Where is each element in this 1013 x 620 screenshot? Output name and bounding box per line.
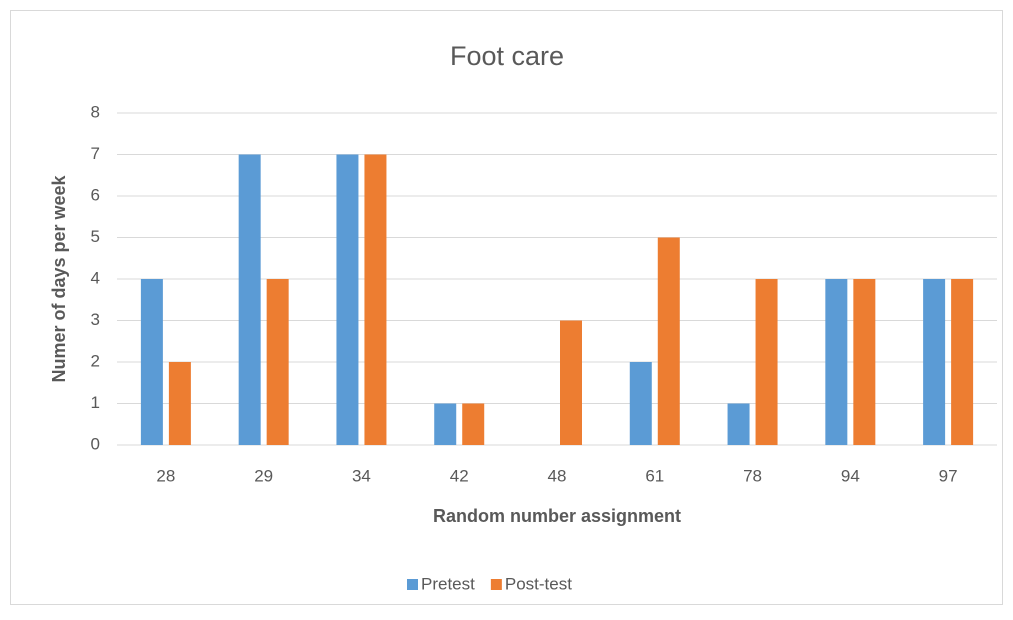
x-tick-label: 94 [841, 466, 860, 485]
y-tick-label: 6 [91, 185, 100, 204]
legend-swatch [407, 579, 418, 590]
x-tick-label: 34 [352, 466, 371, 485]
x-tick-label: 48 [548, 466, 567, 485]
x-axis-title: Random number assignment [433, 506, 681, 526]
bar [951, 279, 974, 445]
y-tick-label: 3 [91, 310, 100, 329]
x-tick-label: 29 [254, 466, 273, 485]
bar [364, 154, 387, 445]
x-tick-label: 61 [645, 466, 664, 485]
bar [336, 154, 359, 445]
y-tick-label: 7 [91, 144, 100, 163]
x-tick-label: 42 [450, 466, 469, 485]
x-tick-label: 78 [743, 466, 762, 485]
x-tick-label: 97 [939, 466, 958, 485]
chart-title: Foot care [450, 41, 564, 71]
bar [238, 154, 261, 445]
bar [825, 279, 848, 445]
bar [140, 279, 163, 445]
y-tick-label: 1 [91, 393, 100, 412]
legend-swatch [490, 579, 502, 590]
legend-label: Pretest [421, 574, 475, 593]
bar [629, 362, 652, 445]
bar [560, 320, 582, 445]
bar [853, 279, 876, 445]
y-tick-label: 0 [91, 434, 100, 453]
legend-label: Post-test [505, 574, 572, 593]
bar [266, 279, 289, 445]
y-tick-label: 8 [91, 102, 100, 121]
y-axis-title: Numer of days per week [49, 174, 69, 382]
bar [657, 237, 680, 445]
y-tick-label: 5 [91, 227, 100, 246]
bar [923, 279, 946, 445]
x-tick-label: 28 [156, 466, 175, 485]
bar [755, 279, 778, 445]
bar [727, 403, 750, 445]
bar [462, 403, 485, 445]
bar [434, 403, 457, 445]
bar [168, 362, 191, 445]
y-tick-label: 2 [91, 351, 100, 370]
y-tick-label: 4 [91, 268, 100, 287]
